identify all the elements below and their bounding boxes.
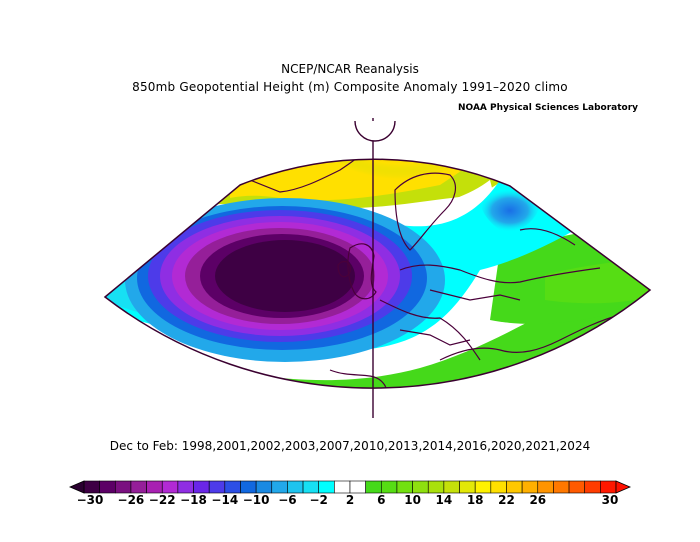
colorbar-cell [193,480,210,494]
colorbar-cell [365,480,382,494]
colorbar-tick-label: 30 [601,493,619,507]
colorbar-cell [271,480,288,494]
colorbar-tick-label: −6 [278,493,297,507]
credit-label: NOAA Physical Sciences Laboratory [458,103,639,113]
colorbar-cell [161,480,179,494]
colorbar-cell [99,480,116,494]
colorbar-cell [474,480,492,494]
colorbar-cell [146,480,163,494]
colorbar-cell [553,480,570,494]
colorbar-tick-label: −18 [180,493,207,507]
colorbar-cell [521,480,539,494]
colorbar-cell [318,480,335,494]
colorbar-cell [584,480,601,494]
colorbar-cell [130,480,147,494]
colorbar-cell [396,480,413,494]
colorbar-cell [334,480,351,494]
colorbar-tick-label: 2 [345,493,355,507]
colorbar-cell [600,480,617,494]
colorbar-tick-label: −14 [211,493,239,507]
colorbar-tick-label: −30 [76,493,104,507]
colorbar-cell [412,480,429,494]
colorbar-tick-label: −22 [148,493,176,507]
colorbar-tick-label: 18 [466,493,484,507]
colorbar-cell [83,480,100,494]
colorbar-cell [380,480,398,494]
colorbar-tick-label: −2 [309,493,328,507]
plot-title: NCEP/NCAR Reanalysis [281,62,419,76]
colorbar-cell [177,480,194,494]
colorbar-tick-label: 26 [529,493,547,507]
coastlines [248,159,621,389]
colorbar-cell [490,480,507,494]
colorbar-cell [427,480,445,494]
colorbar-tick-label: −10 [242,493,270,507]
colorbar-low-arrow [68,480,85,494]
colorbar-tick-label: 10 [404,493,421,507]
colorbar-tick-label: 6 [377,493,386,507]
colorbar-cell [114,480,132,494]
colorbar-cell [302,480,320,494]
colorbar-cell [506,480,523,494]
composite-years-label: Dec to Feb: 1998,2001,2002,2003,2007,201… [109,439,591,453]
colorbar-cell [287,480,304,494]
colorbar-cell [255,480,273,494]
colorbar-tick-label: 22 [498,493,515,507]
colorbar-cell [349,480,366,494]
colorbar-tick-label: 14 [435,493,453,507]
colorbar-high-arrow [615,480,632,494]
colorbar-cell [443,480,460,494]
colorbar-cell [240,480,257,494]
plot-subtitle: 850mb Geopotential Height (m) Composite … [132,80,568,94]
colorbar-cell [459,480,476,494]
colorbar-tick-label: −26 [117,493,145,507]
colorbar-cell [537,480,554,494]
colorbar-cell [568,480,586,494]
map-border [103,158,652,389]
colorbar-cell [208,480,226,494]
colorbar-cell [224,480,241,494]
